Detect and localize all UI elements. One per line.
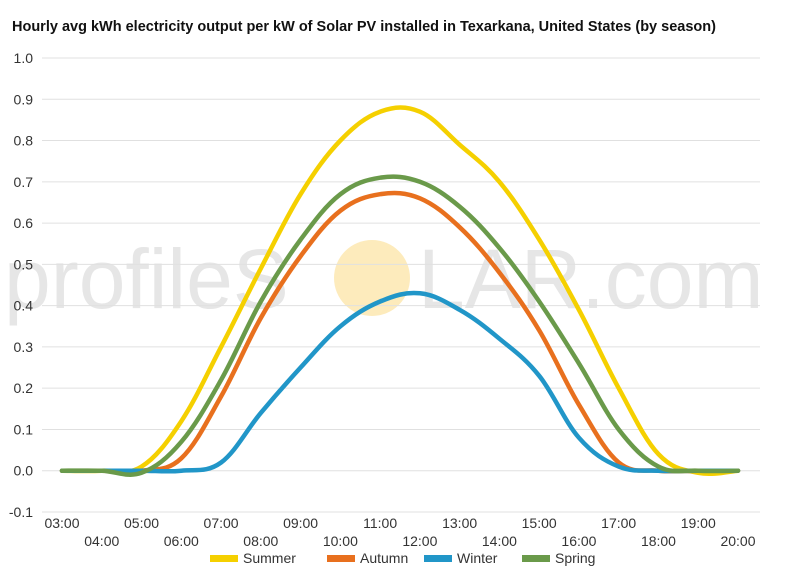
- x-tick-label: 06:00: [164, 533, 199, 549]
- y-tick-label: 0.4: [14, 298, 34, 314]
- y-tick-label: 0.3: [14, 339, 34, 355]
- legend-item-winter[interactable]: Winter: [424, 550, 498, 566]
- y-tick-label: 0.5: [14, 256, 34, 272]
- y-tick-label: -0.1: [9, 504, 33, 520]
- series-line-summer: [59, 105, 741, 477]
- legend-swatch: [522, 555, 550, 562]
- y-tick-label: 0.6: [14, 215, 34, 231]
- x-tick-label: 04:00: [84, 533, 119, 549]
- legend-label: Summer: [243, 550, 296, 566]
- y-tick-label: 0.7: [14, 174, 34, 190]
- x-tick-label: 07:00: [204, 515, 239, 531]
- x-tick-label: 18:00: [641, 533, 676, 549]
- legend-swatch: [327, 555, 355, 562]
- x-tick-label: 20:00: [720, 533, 755, 549]
- legend-label: Winter: [457, 550, 498, 566]
- series-line-autumn: [59, 190, 741, 474]
- series-lines: [59, 105, 741, 477]
- x-tick-label: 10:00: [323, 533, 358, 549]
- x-tick-label: 17:00: [601, 515, 636, 531]
- x-tick-label: 13:00: [442, 515, 477, 531]
- x-tick-label: 14:00: [482, 533, 517, 549]
- x-tick-label: 15:00: [522, 515, 557, 531]
- legend-swatch: [424, 555, 452, 562]
- chart-title: Hourly avg kWh electricity output per kW…: [12, 19, 716, 35]
- watermark-text-right: LAR.com: [418, 232, 763, 326]
- x-tick-label: 03:00: [44, 515, 79, 531]
- y-tick-label: 1.0: [14, 50, 34, 66]
- legend[interactable]: Summer Autumn Winter Spring: [210, 550, 595, 566]
- legend-label: Autumn: [360, 550, 408, 566]
- y-tick-label: 0.0: [14, 463, 34, 479]
- legend-item-summer[interactable]: Summer: [210, 550, 296, 566]
- x-tick-label: 11:00: [363, 515, 397, 531]
- legend-item-autumn[interactable]: Autumn: [327, 550, 408, 566]
- x-tick-label: 05:00: [124, 515, 159, 531]
- legend-item-spring[interactable]: Spring: [522, 550, 595, 566]
- series-line-winter: [59, 290, 741, 474]
- y-tick-label: 0.8: [14, 133, 34, 149]
- x-tick-label: 09:00: [283, 515, 318, 531]
- x-tick-label: 19:00: [681, 515, 716, 531]
- watermark-text-left: profileS: [4, 232, 289, 326]
- legend-swatch: [210, 555, 238, 562]
- legend-label: Spring: [555, 550, 595, 566]
- series-line-spring: [59, 174, 741, 477]
- watermark: profileS LAR.com: [4, 232, 763, 326]
- x-tick-label: 16:00: [561, 533, 596, 549]
- x-tick-label: 12:00: [402, 533, 437, 549]
- x-tick-label: 08:00: [243, 533, 278, 549]
- y-tick-label: 0.2: [14, 380, 34, 396]
- y-tick-label: 0.1: [14, 421, 34, 437]
- y-axis-ticks: 1.0 0.9 0.8 0.7 0.6 0.5 0.4 0.3 0.2 0.1 0.0 -0.1: [9, 50, 33, 520]
- y-tick-label: 0.9: [14, 91, 34, 107]
